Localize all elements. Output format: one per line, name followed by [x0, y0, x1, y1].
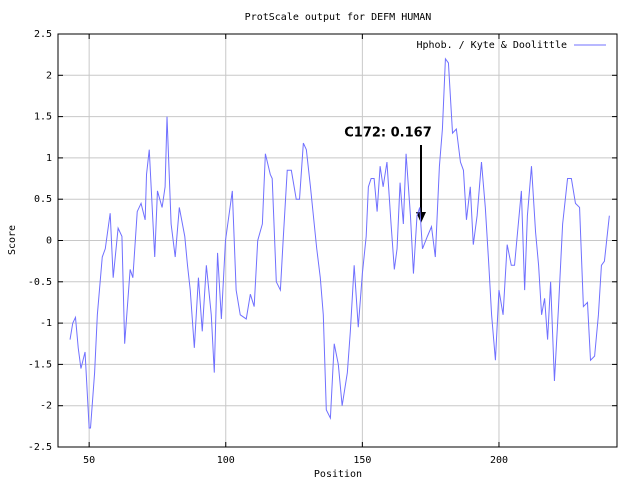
chart-title: ProtScale output for DEFM HUMAN — [245, 12, 432, 23]
x-tick-label: 50 — [83, 455, 95, 466]
x-axis-label: Position — [314, 469, 362, 480]
y-tick-label: -0.5 — [28, 277, 52, 288]
y-tick-label: 0 — [46, 236, 52, 247]
y-tick-label: -1.5 — [28, 359, 52, 370]
annotation: C172: 0.167 — [344, 126, 432, 141]
y-tick-label: 1.5 — [34, 112, 52, 123]
annotation-arrow — [416, 145, 426, 223]
y-tick-label: -2.5 — [28, 442, 52, 453]
y-axis-label: Score — [7, 225, 18, 255]
y-tick-label: 2 — [46, 70, 52, 81]
y-tick-label: 2.5 — [34, 29, 52, 40]
x-tick-label: 100 — [217, 455, 235, 466]
y-tick-label: -2 — [40, 401, 52, 412]
y-tick-label: -1 — [40, 318, 52, 329]
y-tick-label: 0.5 — [34, 194, 52, 205]
data-line — [69, 57, 610, 429]
x-tick-label: 200 — [490, 455, 508, 466]
y-tick-label: 1 — [46, 153, 52, 164]
arrow-head — [416, 212, 426, 223]
legend-label: Hphob. / Kyte & Doolittle — [416, 40, 567, 51]
x-tick-label: 150 — [353, 455, 371, 466]
grid — [58, 33, 617, 448]
